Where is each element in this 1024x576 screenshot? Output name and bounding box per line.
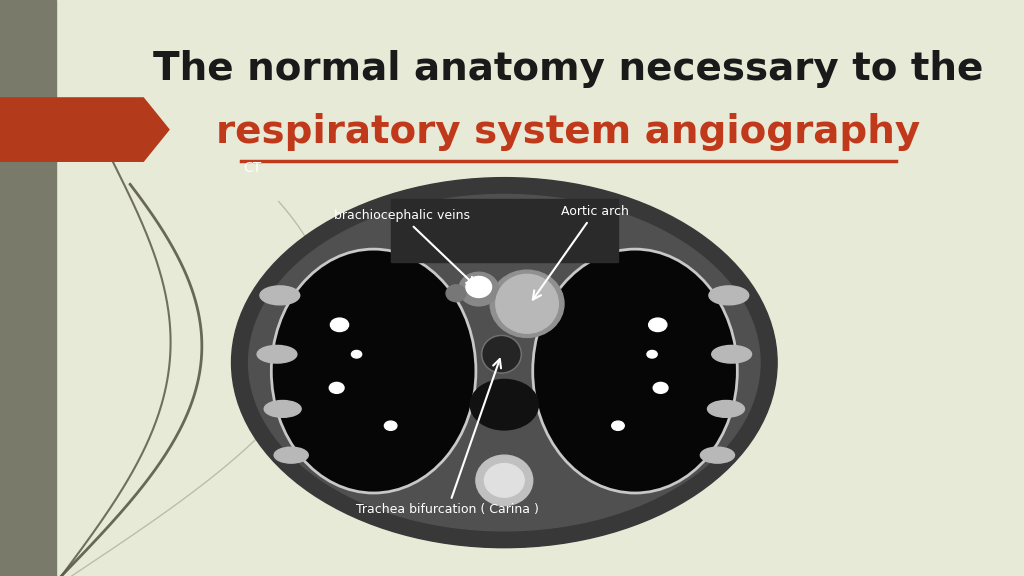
Ellipse shape (476, 455, 532, 506)
Circle shape (384, 421, 397, 430)
Text: brachiocephalic veins: brachiocephalic veins (334, 209, 475, 286)
Ellipse shape (274, 447, 308, 463)
Text: The normal anatomy necessary to the: The normal anatomy necessary to the (154, 50, 983, 88)
Text: Aortic arch: Aortic arch (532, 205, 629, 300)
Circle shape (648, 318, 667, 332)
Polygon shape (0, 98, 169, 161)
Ellipse shape (709, 286, 749, 305)
Ellipse shape (470, 380, 539, 430)
Ellipse shape (484, 464, 524, 497)
Ellipse shape (231, 177, 777, 548)
Circle shape (351, 350, 361, 358)
Text: respiratory system angiography: respiratory system angiography (216, 113, 921, 151)
Ellipse shape (466, 276, 492, 297)
Ellipse shape (496, 274, 558, 333)
Circle shape (331, 318, 348, 332)
Ellipse shape (257, 346, 297, 363)
Ellipse shape (260, 286, 300, 305)
Ellipse shape (481, 335, 521, 373)
Ellipse shape (446, 285, 466, 302)
Ellipse shape (271, 249, 476, 493)
Circle shape (653, 382, 668, 393)
Ellipse shape (249, 195, 760, 531)
Ellipse shape (700, 447, 734, 463)
Ellipse shape (712, 346, 752, 363)
Ellipse shape (532, 249, 737, 493)
Text: Trachea bifurcation ( Carina ): Trachea bifurcation ( Carina ) (356, 359, 539, 516)
Bar (0, 0, 56, 576)
Text: CT: CT (243, 161, 261, 175)
Circle shape (647, 350, 657, 358)
Circle shape (611, 421, 625, 430)
Circle shape (330, 382, 344, 393)
Ellipse shape (264, 400, 301, 417)
Ellipse shape (708, 400, 744, 417)
Ellipse shape (459, 272, 499, 306)
Bar (391, 199, 618, 262)
Ellipse shape (490, 270, 564, 338)
